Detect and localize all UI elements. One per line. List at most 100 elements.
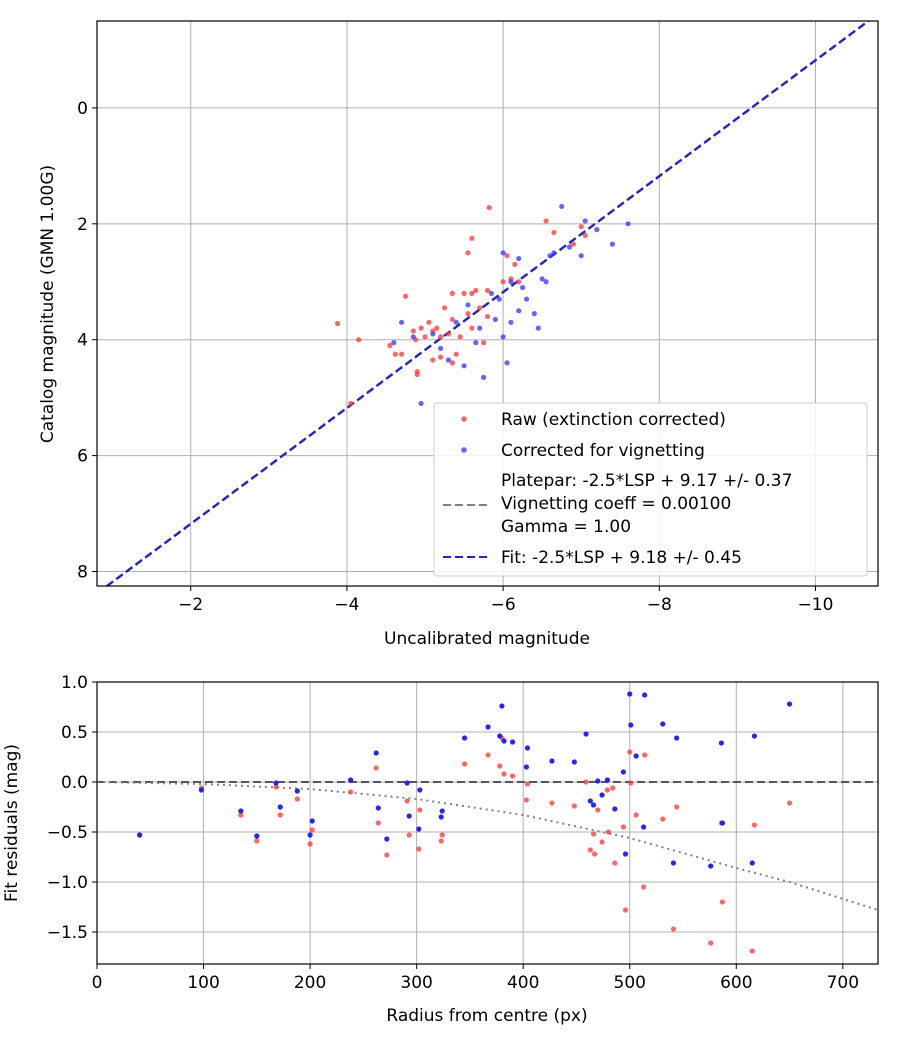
raw-residual-point — [595, 807, 601, 813]
corrected-residual-point — [571, 759, 577, 765]
corrected-point — [516, 308, 522, 314]
raw-point — [516, 279, 522, 285]
raw-point — [480, 340, 487, 346]
raw-residual-point — [384, 852, 390, 858]
raw-residual-point — [627, 749, 633, 755]
bottom-y-tick-label: −1.5 — [47, 923, 88, 943]
bottom-plot-area — [97, 682, 878, 964]
raw-residual-point — [628, 780, 634, 786]
top-axes-frame — [96, 20, 879, 587]
corrected-residual-point — [599, 792, 605, 798]
top-x-tick-label: −10 — [798, 595, 834, 615]
corrected-residual-point — [786, 701, 793, 707]
top-y-tick-label: 0 — [77, 99, 88, 119]
top-x-tick-label: −6 — [491, 595, 516, 615]
corrected-point — [438, 345, 444, 352]
top-x-axis-label: Uncalibrated magnitude — [384, 629, 590, 649]
corrected-point — [453, 319, 459, 325]
vignetting-curve — [97, 781, 878, 911]
corrected-point — [551, 250, 557, 256]
bottom-x-tick-label: 0 — [92, 973, 103, 993]
raw-point — [551, 229, 557, 236]
raw-residual-point — [674, 804, 680, 810]
top-scatter-points — [334, 203, 631, 407]
corrected-residual-point — [628, 722, 634, 728]
corrected-residual-point — [417, 787, 423, 793]
bottom-scatter-points — [137, 691, 793, 954]
raw-point — [504, 253, 510, 259]
corrected-residual-point — [612, 806, 618, 812]
corrected-point — [398, 319, 405, 325]
corrected-point — [391, 340, 397, 346]
bottom-chart: 0 100 200 300 400 500 600 700 1.0 0.5 0.0 −0.5 −1.0… — [2, 673, 879, 1026]
raw-residual-point — [660, 816, 666, 822]
legend-raw-marker — [461, 416, 467, 422]
bottom-y-axis-label: Fit residuals (mag) — [2, 744, 22, 902]
corrected-residual-point — [485, 724, 491, 730]
corrected-residual-point — [590, 802, 597, 808]
raw-point — [465, 311, 471, 317]
corrected-point — [461, 363, 467, 369]
corrected-residual-point — [642, 692, 648, 698]
legend-gamma-label: Gamma = 1.00 — [501, 517, 631, 537]
corrected-point — [516, 255, 522, 262]
raw-point — [414, 371, 420, 378]
raw-residual-point — [404, 798, 410, 804]
bottom-x-tick-label: 400 — [507, 973, 539, 993]
corrected-point — [625, 221, 631, 227]
corrected-point — [496, 296, 502, 302]
raw-point — [441, 305, 448, 311]
top-x-tick-label: −8 — [647, 595, 672, 615]
raw-residual-point — [670, 926, 677, 932]
bottom-reference-lines — [97, 781, 878, 911]
raw-point — [449, 316, 455, 323]
raw-point — [426, 319, 432, 325]
raw-point — [402, 293, 409, 299]
raw-residual-point — [604, 787, 610, 793]
raw-point — [430, 357, 436, 363]
raw-point — [570, 241, 577, 247]
raw-residual-point — [439, 832, 445, 838]
bottom-x-ticks: 0 100 200 300 400 500 600 700 — [92, 964, 859, 993]
corrected-point — [594, 227, 600, 233]
raw-residual-point — [307, 841, 313, 847]
raw-point — [512, 261, 518, 267]
corrected-residual-point — [595, 778, 601, 784]
corrected-point — [500, 250, 506, 256]
corrected-point — [547, 253, 553, 259]
corrected-residual-point — [294, 788, 300, 794]
raw-point — [449, 360, 455, 366]
corrected-residual-point — [439, 808, 445, 814]
raw-residual-point — [640, 884, 647, 890]
raw-point — [469, 235, 475, 241]
corrected-residual-point — [497, 733, 503, 739]
corrected-residual-point — [238, 808, 244, 814]
raw-residual-point — [524, 781, 531, 787]
corrected-residual-point — [674, 735, 680, 741]
raw-residual-point — [485, 752, 491, 758]
bottom-y-tick-label: −1.0 — [47, 873, 88, 893]
fit-line — [105, 21, 871, 586]
raw-point — [438, 354, 444, 360]
raw-point — [449, 290, 455, 296]
raw-residual-point — [294, 796, 300, 802]
raw-residual-point — [501, 771, 507, 777]
raw-residual-point — [610, 785, 616, 791]
corrected-residual-point — [406, 813, 412, 819]
raw-point — [484, 287, 491, 294]
corrected-point — [523, 296, 530, 302]
legend-corrected-label: Corrected for vignetting — [501, 441, 705, 461]
bottom-x-tick-label: 500 — [614, 973, 646, 993]
raw-residual-point — [417, 807, 423, 813]
raw-residual-point — [751, 822, 758, 828]
raw-point — [500, 279, 506, 285]
raw-point — [434, 325, 440, 331]
corrected-residual-point — [277, 804, 283, 810]
corrected-residual-point — [438, 814, 444, 820]
raw-point — [578, 224, 584, 230]
raw-residual-point — [622, 907, 629, 913]
raw-residual-point — [642, 752, 648, 758]
corrected-residual-point — [660, 721, 666, 727]
corrected-point — [465, 302, 471, 308]
